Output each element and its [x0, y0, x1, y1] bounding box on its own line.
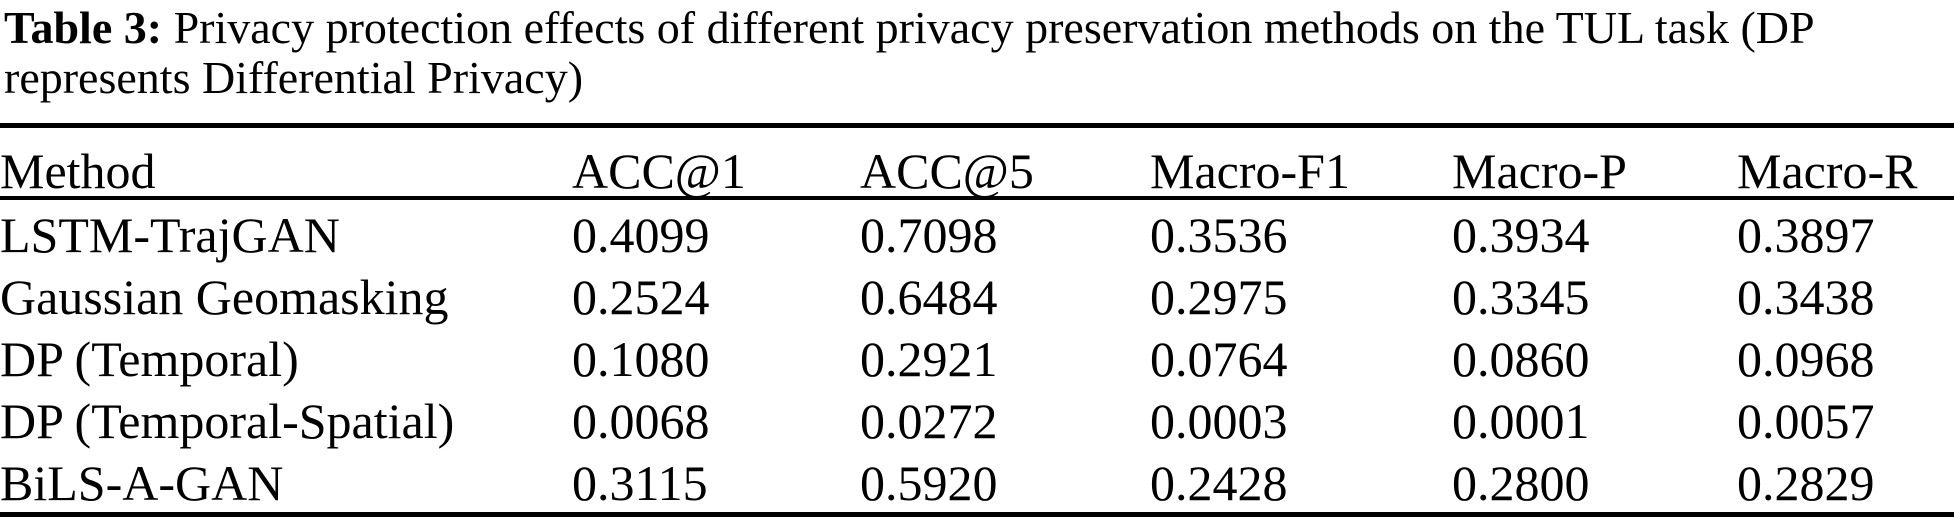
metric-cell: 0.0968 [1737, 331, 1875, 387]
column-header-macro-r: Macro-R [1737, 128, 1954, 200]
header-row: Method ACC@1 ACC@5 Macro-F1 Macro-P Macr… [0, 128, 1954, 200]
metric-cell: 0.0057 [1737, 393, 1875, 449]
metric-cell: 0.3438 [1737, 269, 1875, 325]
table-row: Gaussian Geomasking 0.2524 0.6484 0.2975… [0, 260, 1954, 322]
metric-cell: 0.2800 [1452, 455, 1590, 511]
top-rule [0, 123, 1954, 128]
metric-cell: 0.2524 [572, 269, 710, 325]
metric-cell: 0.0860 [1452, 331, 1590, 387]
table-row: LSTM-TrajGAN 0.4099 0.7098 0.3536 0.3934… [0, 198, 1954, 260]
method-cell: DP (Temporal) [0, 331, 299, 387]
metric-cell: 0.2921 [860, 331, 998, 387]
metric-cell: 0.7098 [860, 207, 998, 263]
metric-cell: 0.3897 [1737, 207, 1875, 263]
column-header-method: Method [0, 128, 572, 200]
metric-cell: 0.0272 [860, 393, 998, 449]
method-cell: Gaussian Geomasking [0, 269, 449, 325]
table-row: DP (Temporal-Spatial) 0.0068 0.0272 0.00… [0, 384, 1954, 446]
method-cell: LSTM-TrajGAN [0, 207, 340, 263]
metric-cell: 0.2428 [1150, 455, 1288, 511]
metric-cell: 0.6484 [860, 269, 998, 325]
caption-line-2: represents Differential Privacy) [4, 52, 584, 103]
metric-cell: 0.5920 [860, 455, 998, 511]
caption-label: Table 3: [4, 2, 163, 53]
column-header-acc1: ACC@1 [572, 128, 860, 200]
metric-cell: 0.4099 [572, 207, 710, 263]
method-cell: BiLS-A-GAN [0, 455, 284, 511]
metric-cell: 0.1080 [572, 331, 710, 387]
column-header-macro-p: Macro-P [1452, 128, 1737, 200]
metric-cell: 0.0068 [572, 393, 710, 449]
metric-cell: 0.0764 [1150, 331, 1288, 387]
column-header-acc5: ACC@5 [860, 128, 1150, 200]
metric-cell: 0.3115 [572, 455, 708, 511]
table-row: DP (Temporal) 0.1080 0.2921 0.0764 0.086… [0, 322, 1954, 384]
metric-cell: 0.0001 [1452, 393, 1590, 449]
metric-cell: 0.2975 [1150, 269, 1288, 325]
column-header-macro-f1: Macro-F1 [1150, 128, 1452, 200]
metric-cell: 0.2829 [1737, 455, 1875, 511]
caption-text: Privacy protection effects of different … [173, 2, 1815, 53]
table-row-proposed-method: BiLS-A-GAN 0.3115 0.5920 0.2428 0.2800 0… [0, 446, 1954, 508]
metric-cell: 0.0003 [1150, 393, 1288, 449]
metric-cell: 0.3536 [1150, 207, 1288, 263]
metric-cell: 0.3934 [1452, 207, 1590, 263]
caption-line-1: Table 3: Privacy protection effects of d… [4, 3, 1815, 53]
method-cell: DP (Temporal-Spatial) [0, 393, 455, 449]
results-table: Method ACC@1 ACC@5 Macro-F1 Macro-P Macr… [0, 128, 1954, 508]
metric-cell: 0.3345 [1452, 269, 1590, 325]
table-caption: Table 3: Privacy protection effects of d… [4, 3, 1815, 103]
bottom-rule [0, 512, 1954, 517]
